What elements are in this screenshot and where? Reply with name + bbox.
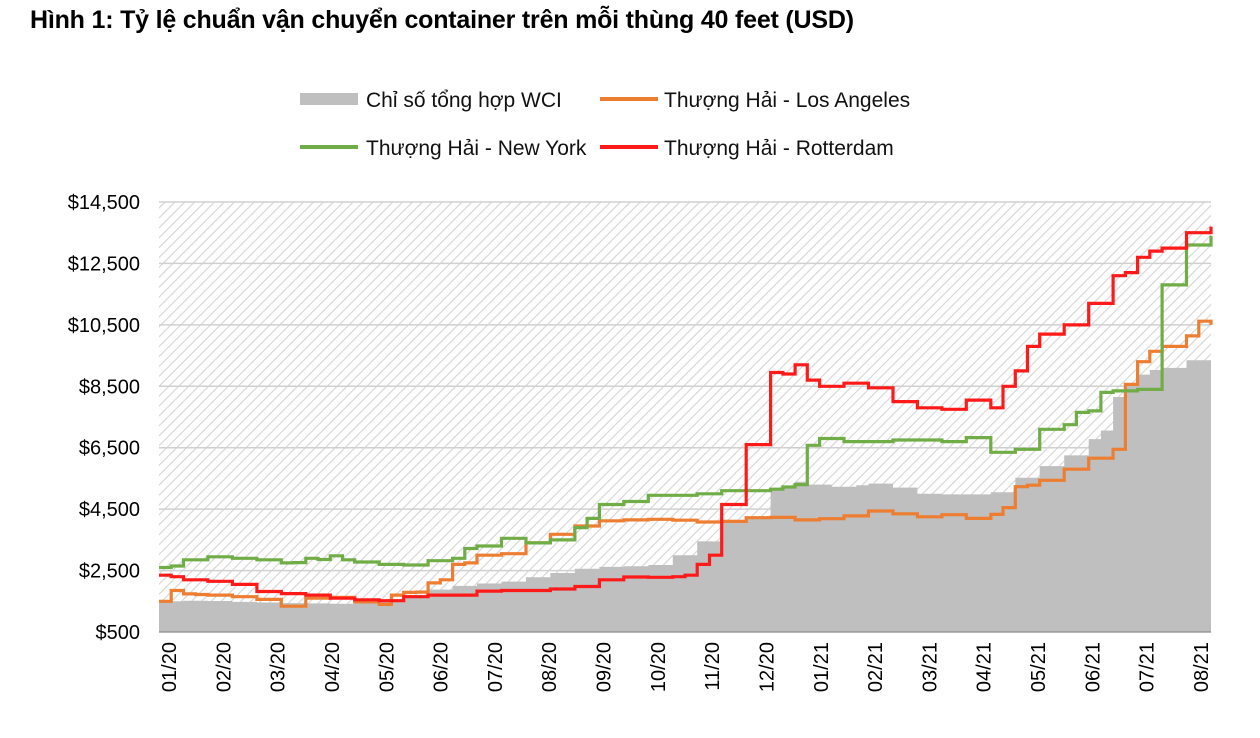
x-tick-label: 05/20: [376, 642, 398, 692]
y-tick-label: $4,500: [79, 499, 140, 521]
wci-area: [159, 355, 1211, 632]
y-tick-label: $2,500: [79, 561, 140, 583]
rotterdam-line: [159, 226, 1213, 603]
x-tick-label: 04/21: [974, 642, 996, 692]
x-tick-label: 01/21: [811, 642, 833, 692]
chart-title: Hình 1: Tỷ lệ chuẩn vận chuyển container…: [30, 6, 854, 34]
y-tick-label: $8,500: [79, 376, 140, 398]
x-tick-label: 03/20: [268, 642, 290, 692]
x-tick-label: 09/20: [594, 642, 616, 692]
legend-label-ny: Thượng Hải - New York: [366, 137, 587, 160]
y-tick-label: $10,500: [68, 315, 140, 337]
x-tick-label: 11/20: [702, 642, 724, 691]
wci-area-layer: [159, 355, 1211, 632]
y-tick-label: $6,500: [79, 438, 140, 460]
y-tick-label: $500: [96, 622, 141, 644]
ny-line: [159, 235, 1213, 570]
legend-label-rotterdam: Thượng Hải - Rotterdam: [664, 137, 894, 160]
x-tick-label: 06/21: [1082, 642, 1104, 692]
x-axis-ticks: 01/20 02/20 03/20 04/20 05/20 06/20 07/20 08/20…: [159, 642, 1213, 692]
x-tick-label: 02/21: [865, 642, 887, 692]
y-axis-ticks: $500 $2,500 $4,500 $6,500 $8,500 $10,500 $12,5…: [68, 192, 140, 644]
line-series-layer: [159, 226, 1213, 608]
x-tick-label: 07/21: [1137, 642, 1159, 692]
legend: Chỉ số tổng hợp WCI Thượng Hải - Los Ang…: [300, 89, 910, 160]
legend-swatch-wci: [300, 93, 358, 105]
x-tick-label: 05/21: [1028, 642, 1050, 692]
x-tick-label: 08/20: [539, 642, 561, 692]
x-tick-label: 04/20: [322, 642, 344, 692]
x-tick-label: 01/20: [159, 642, 181, 692]
x-tick-label: 02/20: [213, 642, 235, 692]
x-tick-label: 03/21: [919, 642, 941, 692]
x-tick-label: 06/20: [431, 642, 453, 692]
x-tick-label: 12/20: [756, 642, 778, 692]
y-tick-label: $14,500: [68, 192, 140, 214]
x-tick-label: 08/21: [1191, 642, 1213, 692]
legend-label-la: Thượng Hải - Los Angeles: [664, 89, 910, 112]
y-tick-label: $12,500: [68, 253, 140, 275]
x-tick-label: 10/20: [648, 642, 670, 692]
x-tick-label: 07/20: [485, 642, 507, 692]
legend-label-wci: Chỉ số tổng hợp WCI: [366, 89, 562, 112]
